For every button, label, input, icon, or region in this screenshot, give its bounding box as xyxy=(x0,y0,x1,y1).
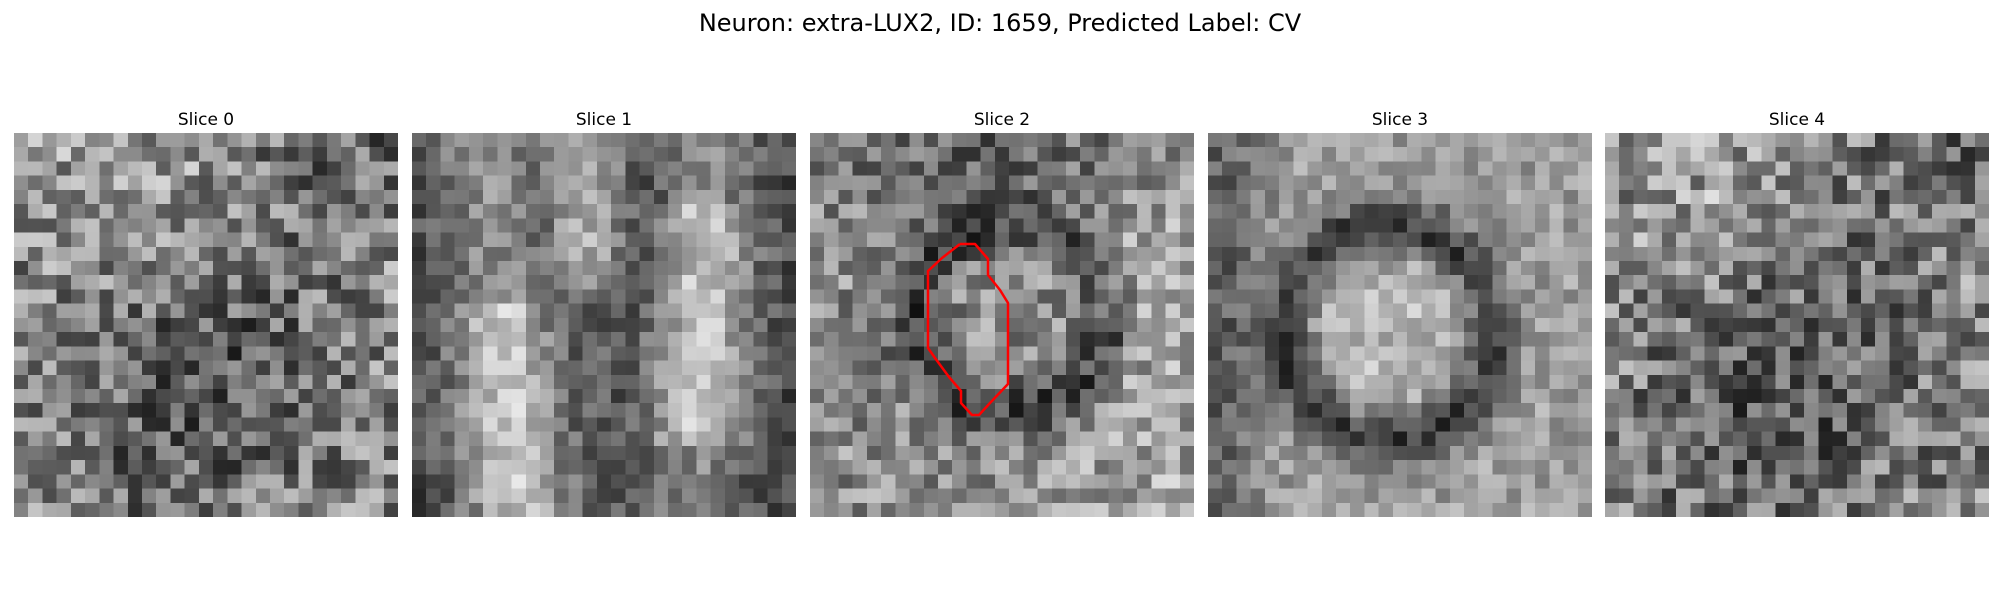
slice-panel-2: Slice 2 xyxy=(810,109,1194,517)
slice-title: Slice 3 xyxy=(1371,110,1429,130)
slice-panel-1: Slice 1 xyxy=(412,109,796,517)
slice-panel-0: Slice 0 xyxy=(14,109,398,517)
slice-image xyxy=(1605,133,1989,517)
slice-image xyxy=(1208,133,1592,517)
slice-image xyxy=(810,133,1194,517)
figure-title: Neuron: extra-LUX2, ID: 1659, Predicted … xyxy=(698,9,1302,37)
slice-title: Slice 0 xyxy=(177,110,235,130)
slice-panel-3: Slice 3 xyxy=(1208,109,1592,517)
cell-outline xyxy=(926,242,1010,417)
slice-panel-4: Slice 4 xyxy=(1605,109,1989,517)
slice-image xyxy=(412,133,796,517)
slice-title: Slice 4 xyxy=(1768,110,1826,130)
slice-title: Slice 2 xyxy=(973,110,1031,130)
slice-image xyxy=(14,133,398,517)
slice-title: Slice 1 xyxy=(575,110,633,130)
